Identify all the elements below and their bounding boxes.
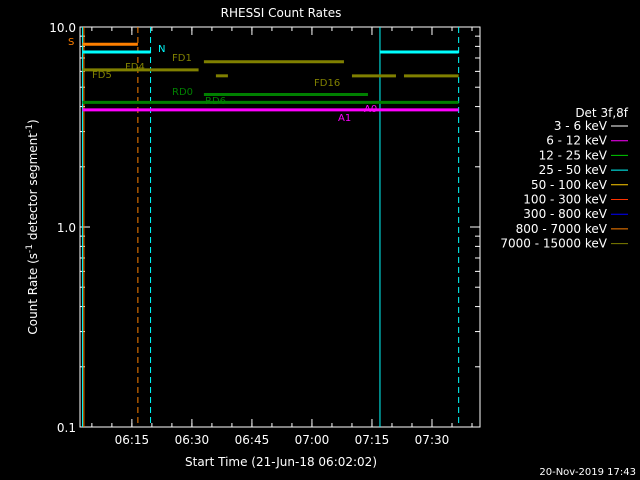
plot-frame (79, 26, 481, 428)
plot-area (79, 26, 481, 428)
legend-entry-label: 6 - 12 keV (546, 134, 608, 148)
footer-timestamp: 20-Nov-2019 17:43 (539, 467, 636, 478)
annotation-label: S (68, 37, 74, 48)
x-tick-label: 06:30 (175, 433, 210, 447)
x-tick-label: 07:15 (355, 433, 390, 447)
annotation-label: RD0 (172, 87, 193, 98)
legend-entry-label: 3 - 6 keV (554, 119, 608, 133)
x-tick-label: 07:30 (415, 433, 450, 447)
chart-title: RHESSI Count Rates (221, 6, 342, 20)
data-marks (82, 27, 460, 427)
y-axis-label: Count Rate (s-1 detector segment-1) (25, 119, 40, 334)
y-axis-label-mid: detector segment (26, 133, 40, 244)
legend-entry-label: 50 - 100 keV (531, 178, 608, 192)
y-axis: 10.0 1.0 0.1 (49, 21, 480, 435)
annotation-label: A0 (364, 104, 377, 115)
y-axis-label-sup2: -1 (25, 124, 35, 133)
legend-entry-label: 800 - 7000 keV (516, 222, 608, 236)
legend-entry-label: 300 - 800 keV (523, 207, 607, 221)
y-tick-label: 10.0 (49, 21, 76, 35)
x-tick-label: 06:15 (115, 433, 150, 447)
annotation-label: FD1 (172, 53, 192, 64)
y-axis-label-sup1: -1 (25, 244, 35, 253)
legend-title: Det 3f,8f (575, 106, 628, 120)
legend-entry-label: 25 - 50 keV (539, 163, 608, 177)
annotation-label: FD5 (92, 70, 112, 81)
annotation-label: FD4 (125, 62, 145, 73)
x-tick-label: 06:45 (235, 433, 270, 447)
annotations: S N FD1 FD4 FD5 FD16 RD0 RD6 A0 A1 (68, 37, 377, 124)
legend-entry-label: 12 - 25 keV (539, 148, 608, 162)
annotation-label: A1 (338, 113, 351, 124)
x-tick-label: 07:00 (295, 433, 330, 447)
y-tick-label: 0.1 (57, 421, 76, 435)
annotation-label: RD6 (205, 96, 226, 107)
y-axis-label-main: Count Rate (s (26, 253, 40, 335)
annotation-label: FD16 (314, 78, 340, 89)
legend-entry-label: 7000 - 15000 keV (500, 237, 607, 251)
y-axis-label-end: ) (26, 119, 40, 124)
annotation-label: N (158, 44, 165, 55)
x-axis-label: Start Time (21-Jun-18 06:02:02) (185, 455, 377, 469)
y-tick-label: 1.0 (57, 221, 76, 235)
x-axis: 06:15 06:30 06:45 07:00 07:15 07:30 (91, 27, 473, 447)
legend-entry-label: 100 - 300 keV (523, 193, 607, 207)
